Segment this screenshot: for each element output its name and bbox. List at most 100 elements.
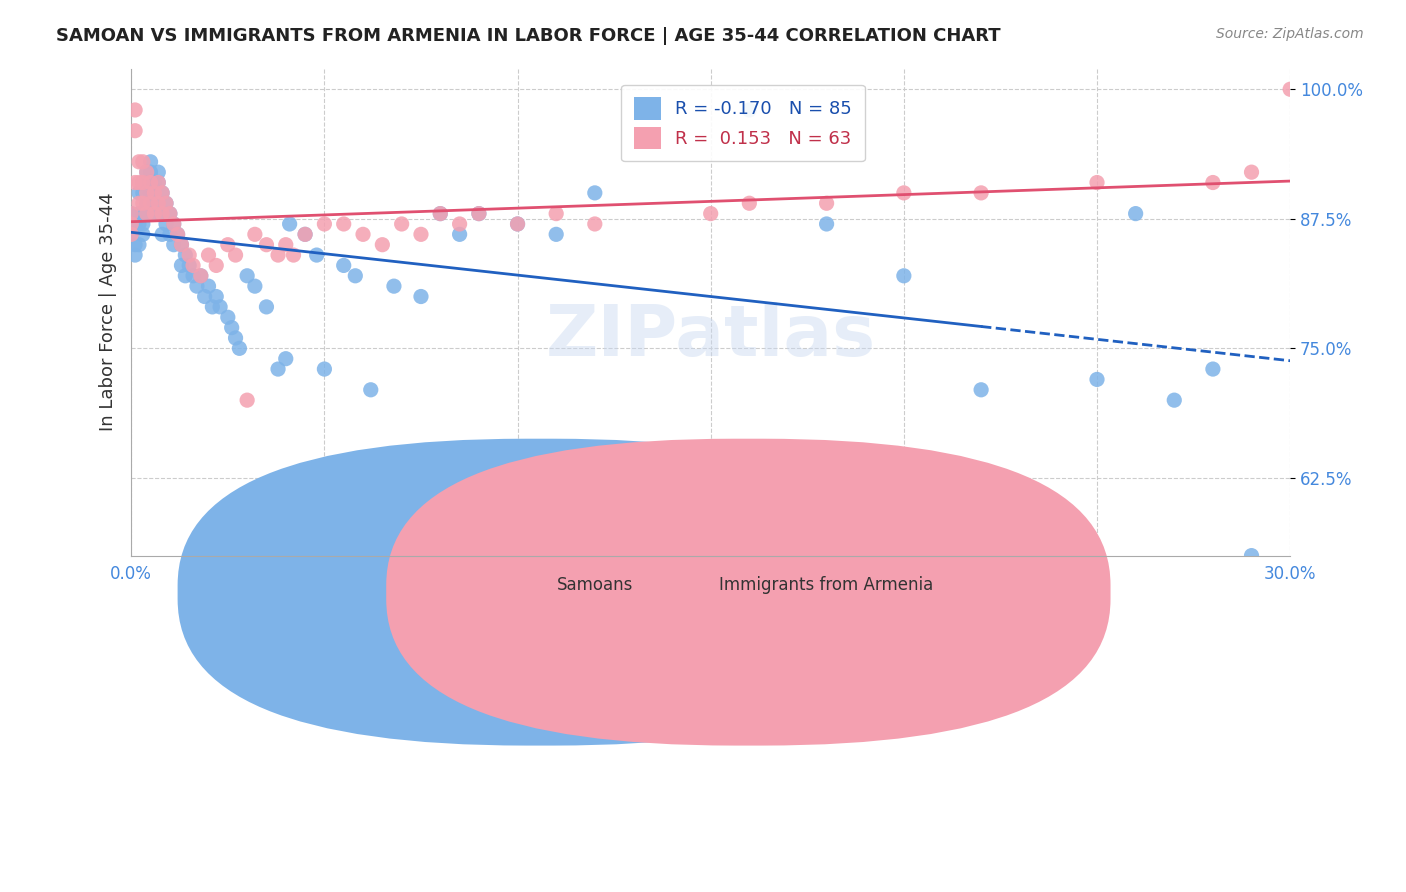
Point [148, 176, 170, 190]
Point [332, 217, 354, 231]
Point [699, 206, 721, 220]
Point [170, 237, 193, 252]
Point [197, 248, 219, 262]
Point [128, 176, 150, 190]
Point [124, 124, 146, 138]
Point [155, 196, 177, 211]
Point [546, 206, 568, 220]
Y-axis label: In Labor Force | Age 35-44: In Labor Force | Age 35-44 [100, 193, 117, 432]
Point [1279, 82, 1302, 96]
Point [429, 206, 451, 220]
Point [159, 227, 181, 242]
Point [382, 279, 405, 293]
Point [120, 217, 142, 231]
Point [143, 206, 166, 220]
Point [132, 196, 155, 211]
Point [150, 227, 173, 242]
Point [124, 237, 146, 252]
Point [128, 154, 150, 169]
Point [135, 165, 157, 179]
Text: ZIPatlas: ZIPatlas [546, 301, 876, 371]
Text: Samoans: Samoans [557, 575, 633, 594]
Point [120, 206, 142, 220]
Point [893, 186, 915, 200]
Point [344, 268, 367, 283]
Legend: R = -0.170   N = 85, R =  0.153   N = 63: R = -0.170 N = 85, R = 0.153 N = 63 [621, 85, 865, 161]
Point [209, 300, 232, 314]
Point [236, 393, 259, 408]
Point [506, 217, 529, 231]
Point [124, 217, 146, 231]
Point [194, 289, 217, 303]
Point [124, 248, 146, 262]
Point [815, 217, 838, 231]
Point [139, 165, 162, 179]
Point [120, 227, 142, 242]
Point [150, 206, 173, 220]
Point [135, 186, 157, 200]
Point [143, 186, 166, 200]
Point [139, 196, 162, 211]
Point [205, 289, 228, 303]
Point [166, 227, 188, 242]
Point [132, 186, 155, 200]
Point [150, 186, 173, 200]
Point [468, 206, 491, 220]
Point [120, 227, 142, 242]
Point [132, 176, 155, 190]
Point [228, 342, 250, 356]
Point [1125, 206, 1147, 220]
Point [1202, 362, 1225, 376]
Point [124, 103, 146, 117]
Point [155, 217, 177, 231]
Point [143, 186, 166, 200]
Point [128, 217, 150, 231]
Point [190, 268, 212, 283]
Point [132, 227, 155, 242]
Text: Source: ZipAtlas.com: Source: ZipAtlas.com [1216, 27, 1364, 41]
Point [135, 206, 157, 220]
Point [139, 186, 162, 200]
Point [163, 217, 186, 231]
Point [181, 268, 204, 283]
Point [1240, 165, 1263, 179]
FancyBboxPatch shape [387, 439, 1111, 746]
Point [217, 310, 239, 325]
Point [150, 186, 173, 200]
Point [1085, 372, 1108, 386]
Point [314, 362, 336, 376]
Point [970, 383, 993, 397]
Point [221, 320, 243, 334]
Point [409, 227, 432, 242]
Point [155, 196, 177, 211]
Point [201, 300, 224, 314]
Point [546, 227, 568, 242]
Point [256, 300, 278, 314]
Text: Immigrants from Armenia: Immigrants from Armenia [720, 575, 934, 594]
Point [738, 103, 761, 117]
Point [970, 186, 993, 200]
Point [1240, 549, 1263, 563]
Point [506, 217, 529, 231]
Point [159, 206, 181, 220]
Point [449, 217, 471, 231]
Point [256, 237, 278, 252]
Point [135, 176, 157, 190]
Point [186, 279, 208, 293]
Point [225, 331, 247, 345]
Point [174, 248, 197, 262]
Point [1202, 176, 1225, 190]
Point [132, 206, 155, 220]
Point [163, 237, 186, 252]
Point [371, 237, 394, 252]
Point [267, 248, 290, 262]
Point [738, 196, 761, 211]
Point [1085, 176, 1108, 190]
Point [641, 103, 664, 117]
Point [148, 176, 170, 190]
Point [190, 268, 212, 283]
Point [305, 248, 328, 262]
Point [120, 206, 142, 220]
Point [170, 259, 193, 273]
Point [174, 268, 197, 283]
